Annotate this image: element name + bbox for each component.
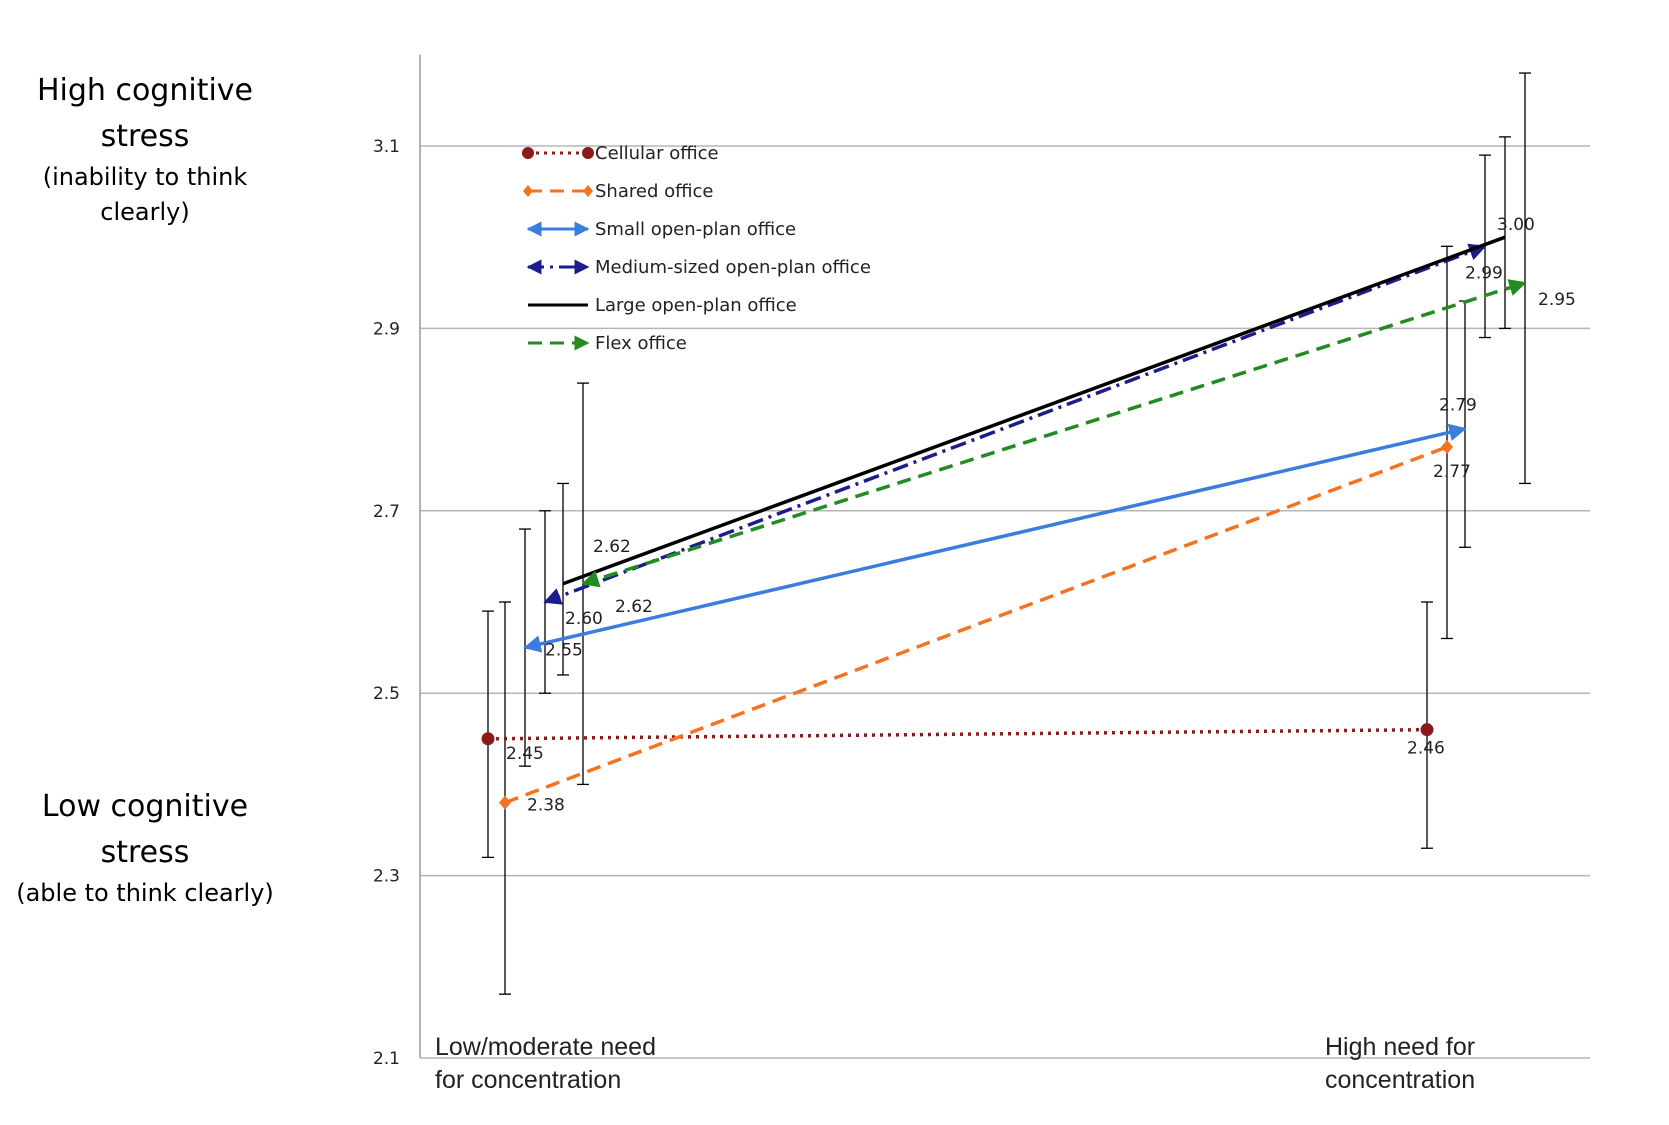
data-point <box>481 732 495 746</box>
data-label: 3.00 <box>1497 215 1535 235</box>
high-stress-subtitle: (inability to think clearly) <box>42 163 248 226</box>
series-large-open-plan-office <box>562 235 1506 586</box>
data-point <box>499 795 511 810</box>
error-bars <box>482 72 1531 995</box>
data-label: 2.95 <box>1538 290 1576 310</box>
legend-item: Flex office <box>528 333 687 354</box>
legend-label: Cellular office <box>595 143 719 164</box>
y-tick-label: 2.7 <box>373 502 400 522</box>
data-label: 2.45 <box>506 744 544 764</box>
y-axis-ticks: 2.1 2.3 2.5 2.7 2.9 3.1 <box>373 137 400 1069</box>
low-stress-subtitle: (able to think clearly) <box>16 879 274 907</box>
data-label: 2.99 <box>1465 263 1503 283</box>
y-tick-label: 2.3 <box>373 867 400 887</box>
data-label: 2.46 <box>1407 739 1445 759</box>
category-label: High need for concentration <box>1325 1033 1475 1094</box>
data-point <box>1441 439 1453 454</box>
legend-marker <box>582 147 594 159</box>
series-line <box>504 445 1448 805</box>
data-label: 2.60 <box>565 609 603 629</box>
y-tick-label: 2.1 <box>373 1049 400 1069</box>
legend-item: Large open-plan office <box>528 295 797 316</box>
legend-label: Medium-sized open-plan office <box>595 257 871 278</box>
low-stress-title: Low cognitive stress <box>41 789 249 870</box>
legend-item: Cellular office <box>522 143 719 164</box>
y-tick-label: 2.5 <box>373 684 400 704</box>
y-tick-label: 3.1 <box>373 137 400 157</box>
high-stress-title: High cognitive stress <box>36 73 254 154</box>
data-label: 2.77 <box>1433 462 1471 482</box>
series-line <box>562 235 1506 586</box>
series-line <box>523 423 1467 653</box>
legend-item: Medium-sized open-plan office <box>526 257 871 278</box>
legend-marker <box>583 185 593 197</box>
data-label: 2.38 <box>527 796 565 816</box>
legend-item: Shared office <box>523 181 713 202</box>
y-tick-label: 2.9 <box>373 319 400 339</box>
data-label: 2.62 <box>593 537 631 557</box>
legend-label: Large open-plan office <box>595 295 797 316</box>
data-label: 2.62 <box>615 597 653 617</box>
x-axis-categories: Low/moderate need for concentration High n… <box>435 1033 1475 1094</box>
data-label: 2.55 <box>545 641 583 661</box>
series-flex-office <box>581 279 1527 588</box>
series-small-open-plan-office <box>523 423 1467 653</box>
series-line <box>487 727 1428 741</box>
high-stress-label: High cognitive stress (inability to thin… <box>10 68 280 230</box>
series-shared-office <box>499 439 1453 810</box>
gridlines <box>420 145 1590 1059</box>
series-lines <box>481 235 1527 810</box>
legend-label: Shared office <box>595 181 713 202</box>
series-line <box>581 279 1527 588</box>
data-point <box>1420 723 1434 737</box>
data-labels: 2.45 2.46 2.38 2.77 2.55 2.79 2.60 2.99 2.62 3.00… <box>506 215 1576 815</box>
series-cellular-office <box>481 723 1434 746</box>
error-bar <box>1519 72 1531 485</box>
low-stress-label: Low cognitive stress (able to think clea… <box>10 784 280 911</box>
legend-marker <box>522 147 534 159</box>
legend-label: Flex office <box>595 333 687 354</box>
data-label: 2.79 <box>1439 396 1477 416</box>
legend-label: Small open-plan office <box>595 219 796 240</box>
legend-item: Small open-plan office <box>526 219 796 240</box>
legend-marker <box>523 185 533 197</box>
legend: Cellular office Shared office Small open-p… <box>522 143 871 354</box>
category-label: Low/moderate need for concentration <box>435 1033 656 1094</box>
